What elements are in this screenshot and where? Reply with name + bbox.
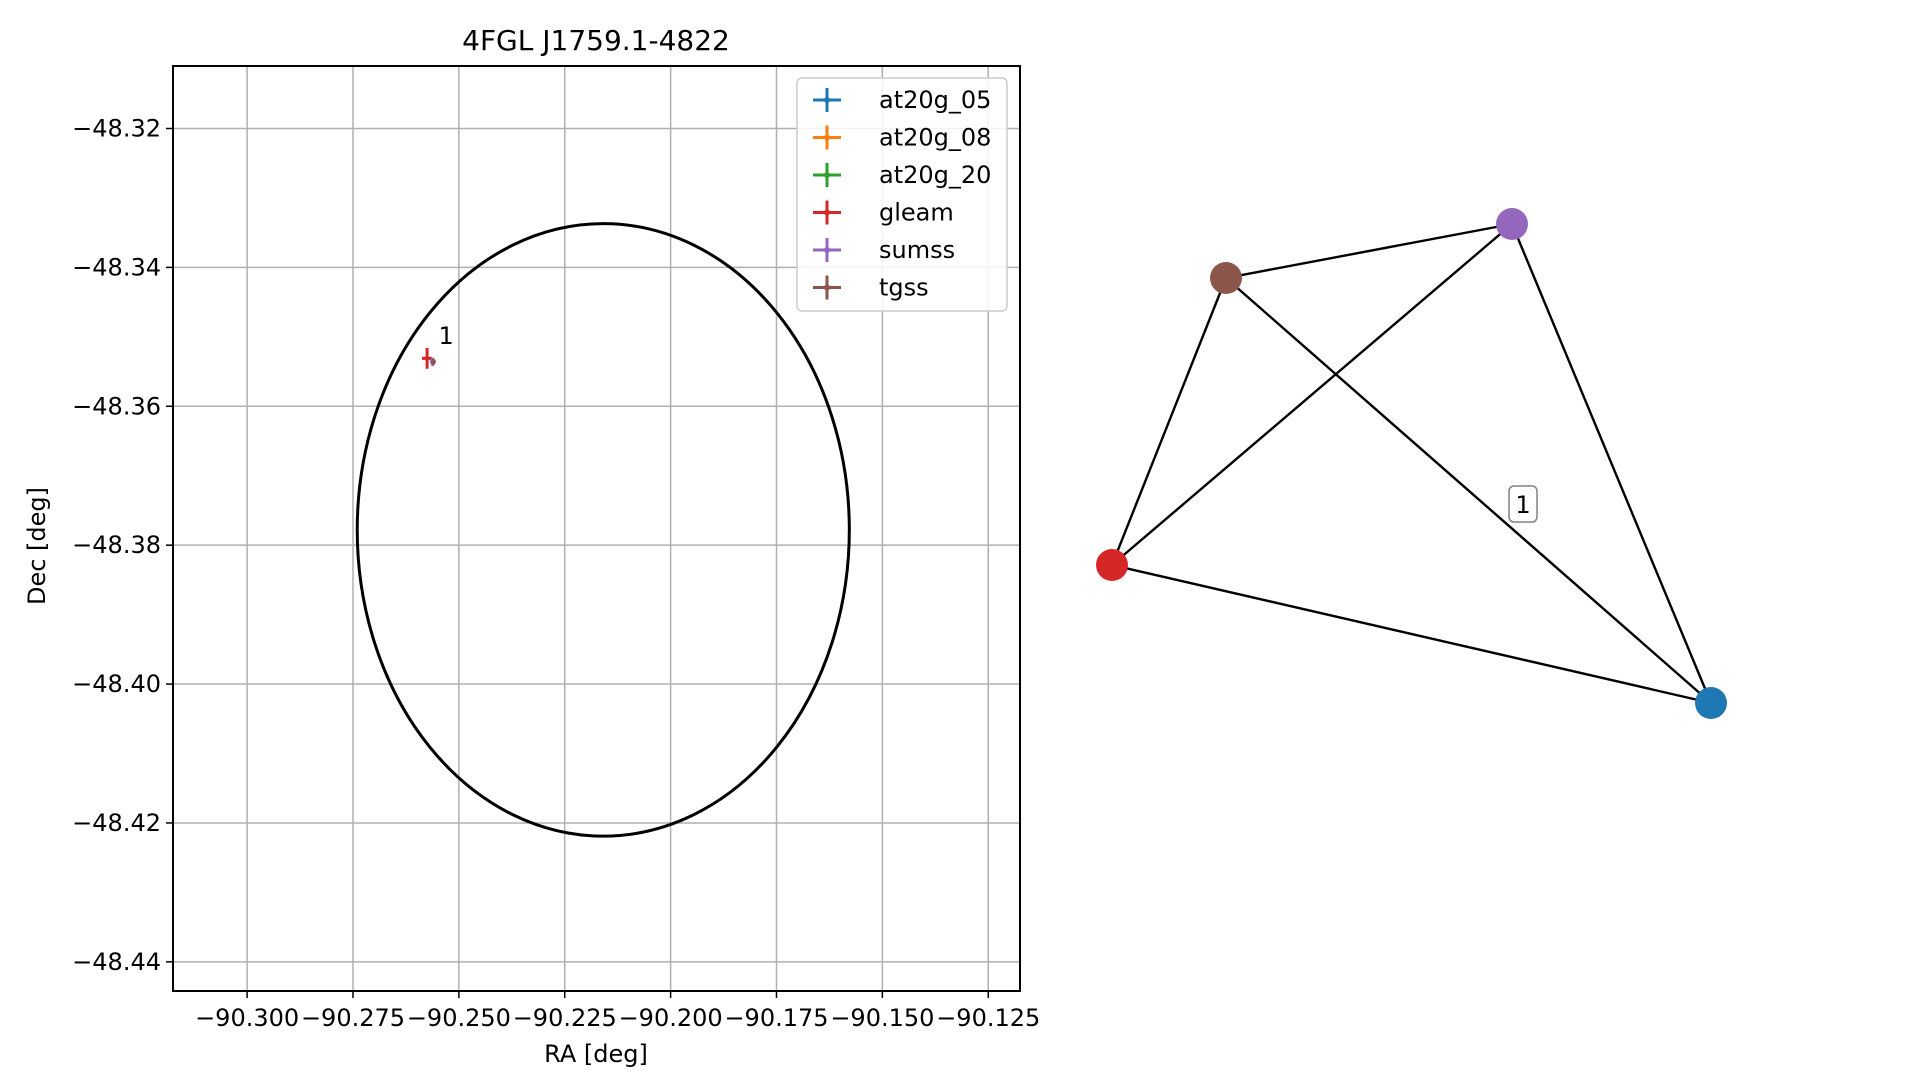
- legend-item-at20g_20: at20g_20: [813, 161, 991, 189]
- grid: [173, 66, 1020, 991]
- y-tick-label: −48.38: [72, 531, 161, 559]
- graph-label-layer: 1: [1508, 485, 1538, 523]
- point-marker: [430, 359, 436, 365]
- axes-frame: [172, 65, 1021, 992]
- graph-edge-label-text: 1: [1515, 491, 1530, 519]
- legend-item-at20g_08: at20g_08: [813, 124, 991, 152]
- points-layer: 1: [422, 322, 454, 369]
- y-axis-label: Dec [deg]: [23, 487, 51, 605]
- y-tick-label: −48.36: [72, 392, 161, 420]
- legend-label: gleam: [879, 199, 954, 227]
- legend-item-sumss: sumss: [813, 236, 955, 264]
- x-tick-label: −90.250: [407, 1004, 511, 1032]
- data-point-tgss: [430, 359, 436, 365]
- y-tick-label: −48.42: [72, 809, 161, 837]
- legend-label: at20g_08: [879, 124, 991, 152]
- graph-edge-gleam-at20g: [1111, 563, 1712, 705]
- legend-swatch-dot: [824, 209, 830, 216]
- y-tick-label: −48.40: [72, 670, 161, 698]
- graph-edge-sumss-gleam: [1111, 223, 1513, 566]
- x-tick-label: −90.275: [301, 1004, 405, 1032]
- y-tick-label: −48.32: [72, 115, 161, 143]
- legend-swatch-dot: [824, 247, 830, 253]
- legend-label: at20g_20: [879, 161, 991, 189]
- scatter-panel: 1 −90.300 −90.275 −90.250 −90.225 −90.200 −90…: [23, 24, 1040, 1068]
- graph-node-gleam: [1096, 549, 1128, 581]
- graph-node-at20g: [1695, 687, 1727, 719]
- graph-edge-label-box: [1508, 485, 1538, 523]
- graph-edge-tgss-gleam: [1110, 277, 1228, 566]
- point-annotation: 1: [439, 322, 454, 350]
- nodes-layer: [1096, 208, 1727, 719]
- graph-edge-tgss-at20g: [1225, 277, 1712, 704]
- x-tick-label: −90.225: [513, 1004, 617, 1032]
- graph-edge-label: 1: [1508, 485, 1538, 523]
- x-tick-label: −90.150: [830, 1004, 934, 1032]
- legend-item-tgss: tgss: [813, 274, 929, 302]
- y-tick-label: −48.44: [72, 948, 161, 976]
- legend-swatch-dot: [824, 134, 830, 141]
- legend-swatch-dot: [824, 172, 830, 178]
- legend-label: at20g_05: [879, 86, 991, 114]
- data-point-gleam: [422, 347, 433, 369]
- legend-item-gleam: gleam: [813, 199, 954, 227]
- ticks: −90.300 −90.275 −90.250 −90.225 −90.200 −90.1…: [72, 115, 1040, 1033]
- x-tick-label: −90.125: [936, 1004, 1040, 1032]
- x-tick-label: −90.300: [195, 1004, 299, 1032]
- graph-node-tgss: [1210, 262, 1242, 294]
- localization-ellipse: [355, 222, 851, 838]
- graph-node-sumss: [1496, 208, 1528, 240]
- legend-label: sumss: [879, 236, 955, 264]
- y-tick-label: −48.34: [72, 253, 161, 281]
- legend-swatch-dot: [824, 97, 830, 103]
- chart-title: 4FGL J1759.1-4822: [462, 24, 730, 57]
- edges-layer: [1110, 222, 1713, 705]
- x-tick-label: −90.175: [724, 1004, 828, 1032]
- graph-panel: 1: [1096, 208, 1727, 719]
- x-tick-label: −90.200: [619, 1004, 723, 1032]
- legend-item-at20g_05: at20g_05: [813, 86, 991, 114]
- x-axis-label: RA [deg]: [544, 1040, 648, 1068]
- point-marker: [424, 355, 430, 361]
- legend-swatch-dot: [824, 284, 830, 291]
- graph-edge-sumss-at20g: [1510, 223, 1713, 704]
- ellipse-layer: [355, 222, 851, 838]
- legend-label: tgss: [879, 274, 929, 302]
- graph-edge-tgss-sumss: [1225, 222, 1513, 280]
- legend-box: [796, 77, 1008, 312]
